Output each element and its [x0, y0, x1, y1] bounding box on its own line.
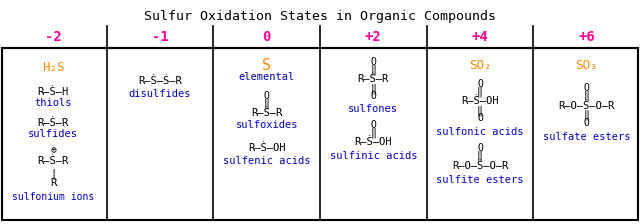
Text: |: | — [50, 168, 56, 179]
Text: ⊕: ⊕ — [51, 145, 56, 155]
Text: SO₃: SO₃ — [575, 59, 598, 72]
Text: O: O — [477, 113, 483, 123]
Text: ‖: ‖ — [371, 83, 376, 94]
Text: R–O–Ṡ–O–R: R–O–Ṡ–O–R — [559, 101, 615, 111]
Text: -2: -2 — [45, 30, 61, 44]
Text: ‖: ‖ — [477, 151, 483, 161]
Bar — [2, 48, 638, 220]
Text: O: O — [371, 57, 376, 67]
Text: R–Ṡ–R: R–Ṡ–R — [38, 118, 69, 128]
Text: O: O — [371, 91, 376, 101]
Text: R–Ṡ–R: R–Ṡ–R — [251, 108, 282, 118]
Text: thiols: thiols — [35, 98, 72, 108]
Text: ‖: ‖ — [584, 90, 589, 101]
Text: sulfate esters: sulfate esters — [543, 132, 630, 142]
Text: R–Ṡ–OH: R–Ṡ–OH — [248, 142, 285, 153]
Text: sulfite esters: sulfite esters — [436, 175, 524, 185]
Text: R: R — [50, 178, 56, 188]
Text: elemental: elemental — [239, 72, 295, 82]
Text: 0: 0 — [262, 30, 271, 44]
Text: disulfides: disulfides — [129, 89, 191, 99]
Text: O: O — [477, 143, 483, 153]
Text: H₂S: H₂S — [42, 61, 65, 74]
Text: ‖: ‖ — [477, 87, 483, 97]
Text: ‖: ‖ — [371, 128, 376, 138]
Text: O: O — [264, 91, 269, 101]
Text: sulfenic acids: sulfenic acids — [223, 156, 310, 166]
Text: ‖: ‖ — [371, 64, 376, 75]
Text: SO₂: SO₂ — [468, 59, 492, 72]
Text: sulfonium ions: sulfonium ions — [12, 192, 95, 202]
Text: sulfonic acids: sulfonic acids — [436, 127, 524, 137]
Text: Sulfur Oxidation States in Organic Compounds: Sulfur Oxidation States in Organic Compo… — [144, 10, 496, 23]
Text: R–O–Ṡ–O–R: R–O–Ṡ–O–R — [452, 162, 508, 171]
Text: ‖: ‖ — [584, 110, 589, 120]
Text: -1: -1 — [152, 30, 168, 44]
Text: S: S — [262, 58, 271, 73]
Text: +4: +4 — [472, 30, 488, 44]
Text: ‖: ‖ — [264, 99, 269, 109]
Text: R–Ṡ–R: R–Ṡ–R — [38, 156, 69, 166]
Text: R–Ṡ–R: R–Ṡ–R — [358, 74, 389, 84]
Text: sulfoxides: sulfoxides — [236, 120, 298, 130]
Text: O: O — [477, 79, 483, 89]
Text: +2: +2 — [365, 30, 381, 44]
Text: sulfinic acids: sulfinic acids — [330, 151, 417, 161]
Text: R–Ṡ–H: R–Ṡ–H — [38, 87, 69, 97]
Text: sulfides: sulfides — [28, 129, 78, 139]
Text: R–Ṡ–OH: R–Ṡ–OH — [461, 96, 499, 106]
Text: sulfones: sulfones — [348, 104, 398, 114]
Text: ‖: ‖ — [477, 106, 483, 116]
Text: R–Ṡ–OH: R–Ṡ–OH — [355, 137, 392, 147]
Text: O: O — [584, 118, 589, 128]
Text: O: O — [584, 83, 589, 93]
Text: O: O — [371, 120, 376, 130]
Text: +6: +6 — [579, 30, 595, 44]
Text: R–Ṡ–Ṡ–R: R–Ṡ–Ṡ–R — [138, 76, 182, 86]
